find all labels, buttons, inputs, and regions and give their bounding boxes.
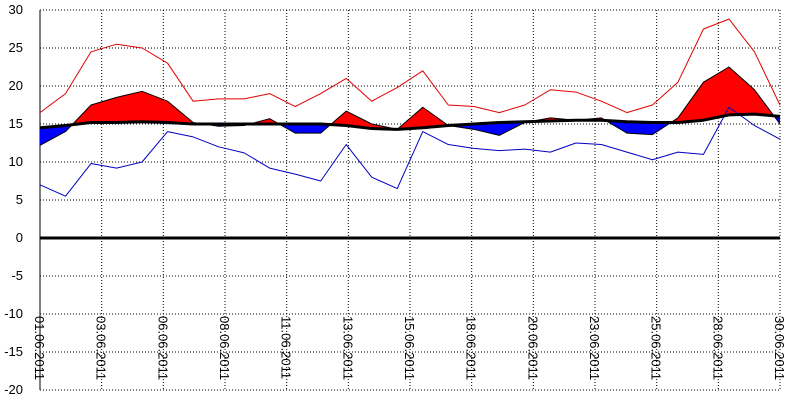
x-tick-label: 03.06.2011 [94, 316, 109, 380]
x-tick-label: 11.06.2011 [279, 316, 294, 379]
y-tick-label: 0 [16, 230, 23, 245]
y-tick-label: -5 [11, 268, 23, 283]
y-tick-label: 5 [16, 192, 23, 207]
x-tick-label: 15.06.2011 [402, 316, 417, 380]
series-line [39, 66, 781, 146]
y-tick-label: 25 [9, 40, 23, 55]
x-tick-label: 28.06.2011 [710, 316, 725, 380]
x-tick-label: 23.06.2011 [587, 316, 602, 380]
x-tick-label: 30.06.2011 [772, 316, 787, 380]
y-tick-label: 10 [9, 154, 23, 169]
x-tick-label: 20.06.2011 [525, 316, 540, 380]
series-line [39, 18, 781, 114]
x-tick-label: 06.06.2011 [155, 316, 170, 380]
y-tick-label: 20 [9, 78, 23, 93]
y-tick-label: -20 [4, 382, 23, 397]
x-tick-label: 25.06.2011 [649, 316, 664, 380]
x-tick-label: 13.06.2011 [340, 316, 355, 380]
series-line [39, 112, 781, 131]
series-line [39, 106, 781, 197]
x-tick-label: 18.06.2011 [464, 316, 479, 380]
y-tick-label: 30 [9, 2, 23, 17]
y-tick-label: -15 [4, 344, 23, 359]
x-tick-label: 08.06.2011 [217, 316, 232, 380]
y-tick-label: -10 [4, 306, 23, 321]
y-tick-label: 15 [9, 116, 23, 131]
